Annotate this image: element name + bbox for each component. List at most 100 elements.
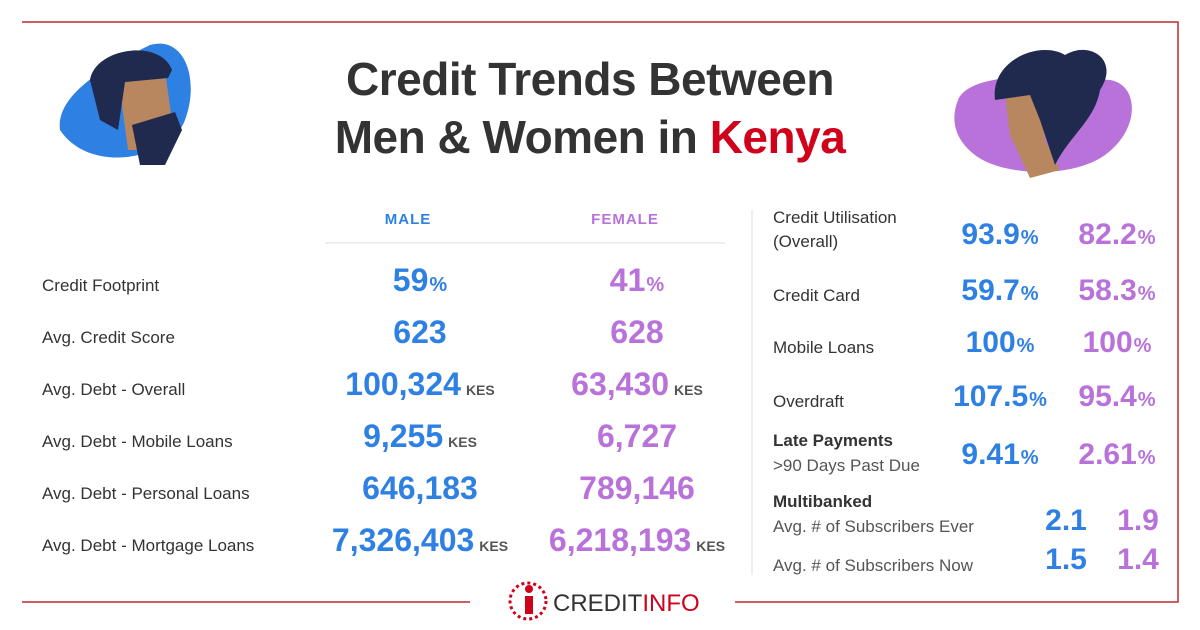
value-number: 63,430: [571, 366, 670, 402]
value: 107.5%: [953, 380, 1047, 414]
value-number: 100: [1082, 326, 1133, 359]
value-unit: %: [1016, 335, 1035, 357]
value-number: 7,326,403: [331, 522, 475, 558]
logo-ring: [508, 581, 548, 621]
value: 58.3%: [1078, 274, 1155, 308]
value: 59.7%: [961, 274, 1038, 308]
value-unit: %: [1137, 227, 1156, 249]
row-label: Avg. # of Subscribers Ever: [773, 517, 974, 536]
row-label: Avg. Debt - Mobile Loans: [42, 432, 233, 451]
value-number: 82.2: [1078, 218, 1137, 251]
value-number: 107.5: [953, 380, 1029, 413]
value-number: 100: [965, 326, 1016, 359]
value: 6,218,193 KES: [549, 522, 725, 559]
logo: CREDITINFO: [553, 590, 700, 618]
value-unit: %: [1020, 283, 1039, 305]
man-hair: [90, 50, 172, 130]
row-label: Avg. Credit Score: [42, 328, 175, 347]
value: 100%: [966, 326, 1035, 360]
value: 646,183: [362, 470, 478, 507]
title-line-2: Men & Women in Kenya: [0, 110, 1180, 164]
column-header: MALE: [384, 211, 432, 228]
row-label: Avg. Debt - Overall: [42, 380, 186, 399]
value-number: 95.4: [1078, 380, 1137, 413]
value-number: 646,183: [362, 470, 478, 506]
value-number: 93.9: [961, 218, 1020, 251]
value: 93.9%: [961, 218, 1038, 252]
value: 628: [610, 314, 663, 351]
title-highlight: Kenya: [709, 111, 846, 163]
value: 95.4%: [1078, 380, 1155, 414]
value-number: 789,146: [579, 470, 695, 506]
value-number: 628: [610, 314, 664, 350]
value-unit: KES: [448, 434, 477, 450]
row-label: Overdraft: [773, 392, 844, 411]
value-number: 59.7: [961, 274, 1020, 307]
value-number: 2.1: [1045, 504, 1087, 537]
value-number: 623: [393, 314, 447, 350]
value: 9.41%: [961, 438, 1038, 472]
value-number: 6,727: [596, 418, 678, 454]
value-unit: %: [1020, 447, 1039, 469]
row-label: Avg. Debt - Personal Loans: [42, 484, 250, 503]
value: 1.5: [1045, 543, 1087, 577]
value-unit: %: [1137, 283, 1156, 305]
value-number: 1.9: [1117, 504, 1159, 537]
logo-dot: [525, 585, 533, 593]
logo-text: INFO: [642, 590, 700, 617]
value-unit: KES: [479, 538, 509, 554]
value: 2.1: [1045, 504, 1087, 538]
value-unit: %: [646, 274, 665, 296]
value-unit: %: [1029, 389, 1047, 411]
logo-text: CREDIT: [553, 590, 643, 617]
row-label: Credit Utilisation: [773, 208, 897, 227]
value-number: 6,218,193: [548, 522, 692, 558]
value: 100%: [1083, 326, 1152, 360]
value: 6,727: [597, 418, 677, 455]
value-number: 9,255: [363, 418, 444, 454]
row-heading: Late Payments: [773, 431, 893, 450]
value-unit: %: [1133, 335, 1152, 357]
value-number: 2.61: [1078, 438, 1137, 471]
value-unit: KES: [674, 382, 703, 398]
value: 2.61%: [1078, 438, 1155, 472]
value-number: 1.5: [1045, 543, 1087, 576]
row-label: Avg. # of Subscribers Now: [773, 556, 973, 575]
row-label: Avg. Debt - Mortgage Loans: [42, 536, 255, 555]
value: 63,430 KES: [571, 366, 703, 403]
value-number: 1.4: [1117, 543, 1159, 576]
value-number: 59: [392, 262, 429, 298]
value-unit: KES: [696, 538, 726, 554]
value: 82.2%: [1078, 218, 1155, 252]
frame: [22, 21, 1179, 603]
value: 1.9: [1117, 504, 1159, 538]
value: 7,326,403 KES: [332, 522, 508, 559]
value-unit: %: [1137, 389, 1156, 411]
row-label: >90 Days Past Due: [773, 456, 920, 475]
value: 789,146: [579, 470, 695, 507]
value: 41%: [610, 262, 664, 299]
value-number: 58.3: [1078, 274, 1137, 307]
value: 59%: [393, 262, 447, 299]
row-heading: Multibanked: [773, 492, 873, 511]
row-sublabel: (Overall): [773, 232, 839, 251]
value-number: 9.41: [961, 438, 1020, 471]
value: 623: [393, 314, 446, 351]
value: 1.4: [1117, 543, 1159, 577]
row-label: Credit Footprint: [42, 276, 160, 295]
logo-stem: [525, 596, 533, 614]
man-beard: [132, 112, 182, 165]
woman-hair: [994, 49, 1107, 165]
row-label: Credit Card: [773, 286, 860, 305]
title-text: Men & Women in: [334, 111, 698, 163]
value-unit: KES: [465, 382, 495, 398]
value-number: 100,324: [345, 366, 461, 402]
value-unit: %: [429, 274, 448, 296]
value: 9,255 KES: [363, 418, 477, 455]
value-unit: %: [1137, 447, 1156, 469]
title-line-1: Credit Trends Between: [346, 53, 834, 105]
value: 100,324 KES: [345, 366, 494, 403]
value-unit: %: [1020, 227, 1039, 249]
